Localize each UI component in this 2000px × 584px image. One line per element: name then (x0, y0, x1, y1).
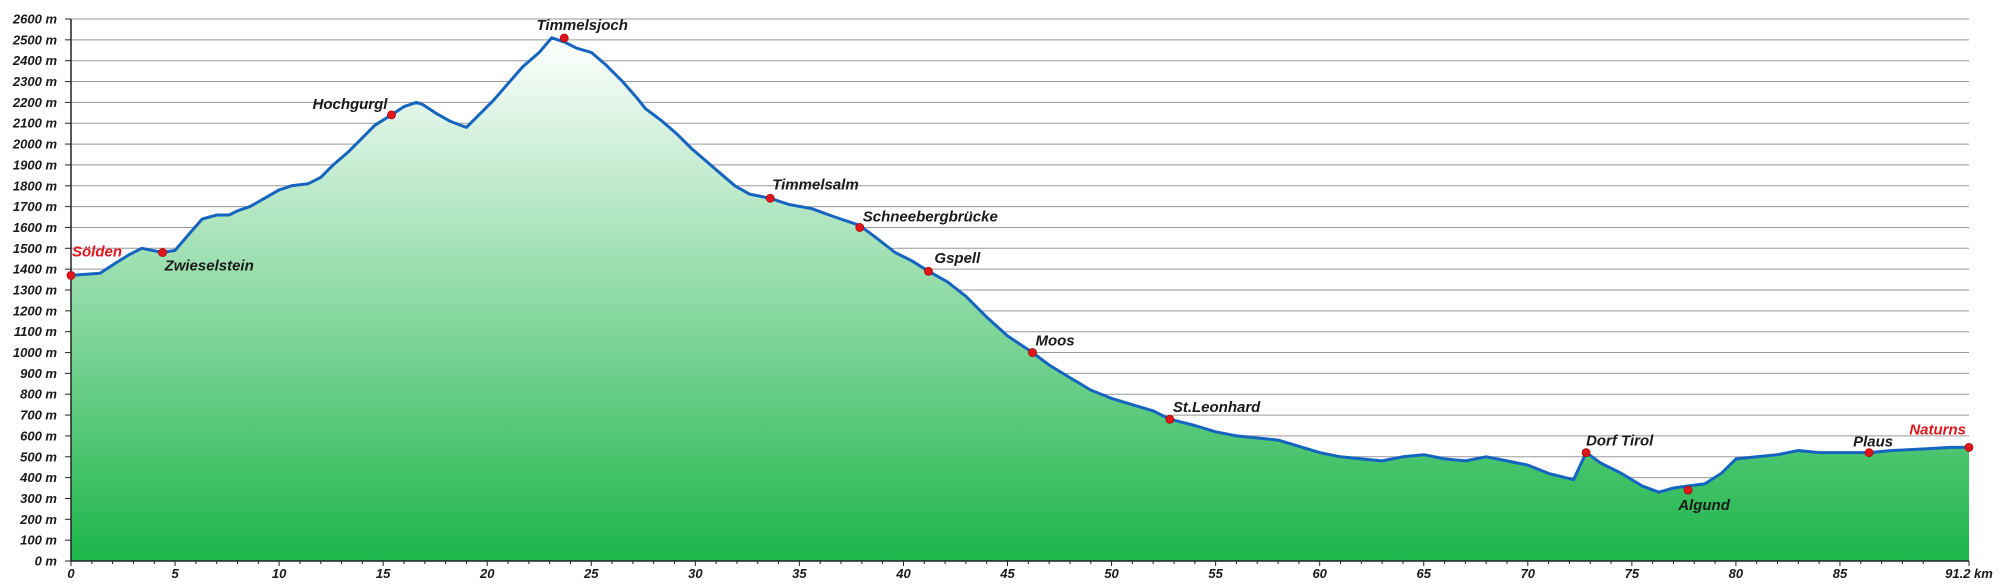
x-tick-label-15: 15 (376, 566, 391, 581)
waypoint-markers (66, 33, 1974, 495)
x-tick-label-25: 25 (583, 566, 599, 581)
x-tick-label-10: 10 (272, 566, 287, 581)
x-tick-label-55: 55 (1208, 566, 1223, 581)
waypoint-label-gspell: Gspell (934, 250, 981, 267)
x-tick-label-80: 80 (1729, 566, 1744, 581)
x-tick-label-30: 30 (688, 566, 703, 581)
waypoint-label-zwieselstein: Zwieselstein (164, 257, 254, 274)
y-tick-label-1700: 1700 m (13, 199, 58, 214)
waypoint-marker-algund (1683, 485, 1693, 495)
waypoint-marker-timmelsalm (765, 193, 775, 203)
y-tick-label-2100: 2100 m (12, 116, 58, 131)
y-tick-label-1400: 1400 m (13, 262, 58, 277)
x-tick-label-91.2: 91.2 km (1945, 566, 1993, 581)
y-tick-label-2000: 2000 m (12, 137, 58, 152)
y-tick-label-300: 300 m (20, 491, 57, 506)
x-tick-label-5: 5 (171, 566, 179, 581)
axes (70, 19, 1969, 562)
x-tick-label-45: 45 (999, 566, 1015, 581)
elevation-line (70, 36, 1969, 494)
x-tick-label-60: 60 (1312, 566, 1327, 581)
waypoint-label-s-lden: Sölden (72, 243, 122, 260)
x-tick-label-65: 65 (1417, 566, 1432, 581)
y-tick-label-500: 500 m (20, 449, 57, 464)
waypoint-marker-gspell (924, 266, 933, 276)
waypoint-label-schneebergbr-cke: Schneebergbrücke (863, 208, 998, 225)
y-tick-label-2600: 2600 m (12, 12, 58, 27)
y-tick-label-1300: 1300 m (13, 283, 58, 298)
y-tick-label-1000: 1000 m (13, 345, 58, 360)
y-tick-label-0: 0 m (35, 554, 58, 569)
x-tick-label-50: 50 (1104, 566, 1119, 581)
y-tick-label-1800: 1800 m (13, 178, 58, 193)
waypoint-marker-plaus (1864, 448, 1874, 458)
waypoint-label-timmelsalm: Timmelsalm (772, 176, 858, 193)
x-tick-label-70: 70 (1521, 566, 1536, 581)
waypoint-marker-zwieselstein (158, 248, 167, 257)
waypoint-marker-timmelsjoch (559, 33, 569, 43)
x-tick-label-85: 85 (1833, 566, 1848, 581)
y-tick-label-1600: 1600 m (13, 220, 58, 235)
waypoint-label-plaus: Plaus (1853, 434, 1893, 451)
waypoint-label-timmelsjoch: Timmelsjoch (537, 17, 628, 34)
y-tick-label-2200: 2200 m (12, 95, 58, 110)
y-tick-label-2400: 2400 m (12, 53, 58, 68)
profile-area (70, 36, 1969, 562)
y-tick-label-2300: 2300 m (12, 74, 58, 89)
y-tick-label-1200: 1200 m (13, 303, 58, 318)
y-tick-label-200: 200 m (19, 512, 57, 527)
y-tick-label-900: 900 m (20, 366, 57, 381)
y-tick-label-1500: 1500 m (13, 241, 58, 256)
y-tick-label-700: 700 m (20, 408, 57, 423)
x-tick-label-35: 35 (792, 566, 807, 581)
waypoint-marker-st-leonhard (1165, 414, 1175, 424)
waypoint-label-moos: Moos (1035, 333, 1074, 350)
waypoint-label-hochgurgl: Hochgurgl (312, 96, 388, 113)
elevation-area-fill (71, 37, 1969, 562)
waypoint-label-st-leonhard: St.Leonhard (1173, 399, 1261, 416)
y-tick-label-100: 100 m (20, 533, 57, 548)
waypoint-marker-hochgurgl (387, 110, 396, 120)
waypoint-label-dorf-tirol: Dorf Tirol (1586, 433, 1654, 450)
y-tick-label-1100: 1100 m (14, 324, 58, 339)
waypoint-labels: Sölden Zwieselstein Hochgurgl Timmelsjoch Ti… (72, 17, 1966, 514)
x-tick-label-75: 75 (1625, 566, 1640, 581)
y-tick-label-1900: 1900 m (13, 157, 58, 172)
waypoint-label-naturns: Naturns (1909, 421, 1966, 438)
y-tick-label-800: 800 m (20, 387, 57, 402)
y-tick-label-2500: 2500 m (12, 32, 58, 47)
waypoint-marker-dorf-tirol (1581, 448, 1591, 458)
waypoint-marker-s-lden (66, 271, 76, 280)
waypoint-marker-schneebergbr-cke (855, 223, 865, 232)
waypoint-label-algund: Algund (1677, 497, 1730, 514)
x-tick-label-0: 0 (67, 566, 75, 581)
x-tick-label-20: 20 (479, 566, 495, 581)
waypoint-marker-naturns (1964, 442, 1974, 452)
x-axis-tick-labels: 0 5 10 15 20 25 30 35 40 45 50 55 60 65 70 75 80 85 91.2 k… (67, 566, 1993, 581)
y-axis-tick-labels: 0 m 100 m 200 m 300 m 400 m 500 m 600 m 700 m 80… (12, 12, 58, 569)
y-tick-label-600: 600 m (20, 428, 57, 443)
waypoint-marker-moos (1028, 348, 1037, 357)
x-tick-label-40: 40 (895, 566, 911, 581)
y-tick-label-400: 400 m (19, 470, 57, 485)
